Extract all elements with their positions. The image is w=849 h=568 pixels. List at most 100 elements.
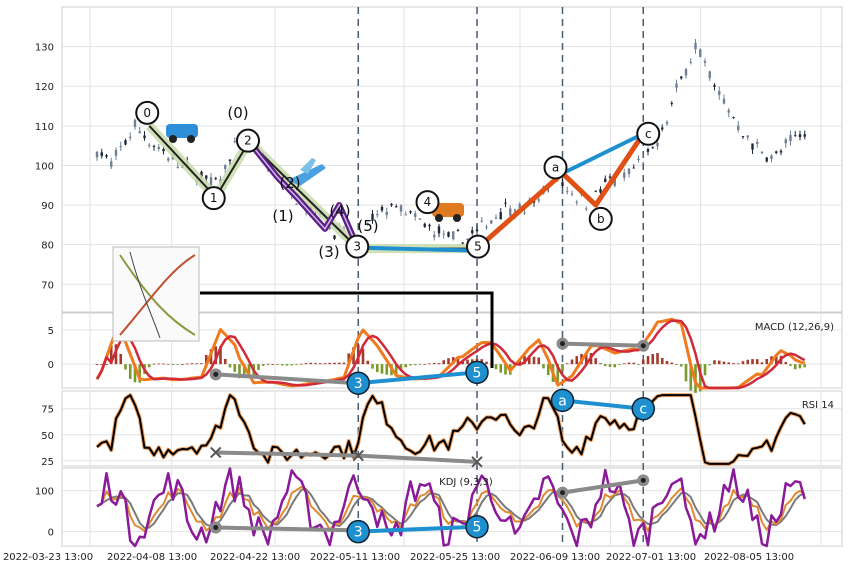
- candle-body: [509, 208, 512, 216]
- candle-body: [675, 83, 678, 88]
- candle-body: [95, 151, 99, 158]
- macd-histogram-bar: [798, 364, 802, 369]
- x-tick-label: 2022-07-01 13:00: [606, 552, 696, 563]
- macd-histogram-bar: [651, 354, 655, 365]
- candle-body: [665, 121, 669, 124]
- macd-histogram-bar: [584, 352, 588, 365]
- macd-histogram-bar: [432, 363, 436, 365]
- candle-body: [803, 134, 806, 137]
- candle-body: [646, 149, 650, 152]
- macd-line: [95, 317, 806, 390]
- macd-histogram-bar: [727, 362, 731, 365]
- macd-histogram-bar: [637, 364, 640, 365]
- macd-blue-divergence-badge-label: 5: [473, 365, 482, 381]
- price-panel-frame: [61, 6, 843, 313]
- macd-histogram-bar: [542, 364, 545, 369]
- kdj-blue-divergence-badge-label: 3: [354, 525, 363, 541]
- macd-grey-divergence: [215, 372, 359, 386]
- macd-histogram-bar: [504, 364, 507, 375]
- macd-histogram-bar: [656, 353, 659, 365]
- macd-histogram-bar: [784, 362, 788, 365]
- macd-histogram-bar: [119, 353, 123, 365]
- candle-body: [680, 76, 683, 79]
- candle-body: [224, 164, 227, 169]
- scooter-icon: [432, 203, 464, 217]
- macd-histogram-bar: [599, 363, 602, 365]
- candle-body: [114, 149, 118, 156]
- y-tick-label: 25: [41, 457, 54, 468]
- candle-body: [148, 144, 151, 146]
- candle-body: [684, 69, 688, 76]
- macd-histogram-bar: [257, 364, 260, 371]
- macd-histogram-bar: [755, 359, 759, 365]
- candle-body: [699, 49, 702, 58]
- inset-curve: [119, 254, 196, 336]
- kdj-panel-frame: [61, 467, 843, 547]
- macd-histogram-bar: [423, 363, 427, 365]
- macd-histogram-bar: [114, 344, 118, 365]
- y-tick-label: 110: [35, 122, 54, 133]
- macd-histogram-bar: [499, 364, 503, 373]
- y-tick-label: 90: [41, 201, 54, 212]
- wave-1-label: 1: [210, 191, 218, 205]
- wave-a-circle: [543, 155, 568, 180]
- candle-body: [461, 242, 464, 244]
- candle-body: [385, 211, 388, 216]
- candle-body: [537, 199, 540, 201]
- x-tick-label: 2022-06-09 13:00: [510, 552, 600, 563]
- kdj-blue-divergence-badge: [465, 514, 489, 539]
- candle-body: [110, 161, 113, 167]
- x-tick-label: 2022-05-25 13:00: [410, 552, 500, 563]
- candle-body: [395, 206, 398, 208]
- candle-body: [209, 177, 213, 186]
- macd-histogram-bar: [437, 363, 441, 365]
- x-tick-label: 2022-04-22 13:00: [210, 552, 300, 563]
- candle-body: [661, 127, 664, 130]
- macd-histogram-bar: [371, 364, 374, 369]
- macd-histogram-bar: [233, 364, 237, 372]
- macd-histogram-bar: [523, 355, 526, 365]
- macd-histogram-bar: [342, 362, 346, 365]
- candle-body: [404, 214, 407, 216]
- wheel: [435, 214, 443, 222]
- macd-histogram-bar: [675, 364, 678, 366]
- macd-histogram-bar: [285, 364, 289, 366]
- candle-body: [566, 191, 569, 193]
- candle-body: [157, 146, 160, 149]
- candle-body: [456, 229, 460, 231]
- wave-3-label: 3: [353, 240, 361, 254]
- candle-body: [770, 155, 773, 160]
- candle-body: [143, 135, 146, 139]
- y-tick-label: 100: [35, 487, 54, 498]
- blue-trend-line: [561, 131, 645, 176]
- macd-histogram-bar: [684, 364, 688, 382]
- macd-blue-divergence: [358, 370, 478, 386]
- macd-histogram-bar: [328, 362, 332, 365]
- macd-histogram-bar: [679, 364, 683, 367]
- kdj-grey-divergence-dot-center: [213, 525, 219, 531]
- wave-c-label: c: [645, 127, 652, 141]
- candle-body: [585, 208, 588, 210]
- x-tick-label: 2022-03-23 13:00: [3, 552, 93, 563]
- macd-histogram-bar: [418, 364, 422, 365]
- macd-histogram-bar: [409, 364, 412, 366]
- candle-body: [133, 119, 137, 127]
- degree-label: (5): [357, 217, 378, 235]
- candle-body: [452, 231, 455, 240]
- macd-histogram-bar: [618, 364, 621, 365]
- x-tick-label: 2022-08-05 13:00: [704, 552, 794, 563]
- blue-trend-line: [358, 245, 478, 253]
- candle-body: [751, 143, 754, 150]
- macd-histogram-bar: [447, 358, 450, 365]
- macd-histogram-bar: [641, 359, 645, 365]
- macd-histogram-bar: [594, 358, 598, 365]
- candle-body: [689, 61, 692, 63]
- candle-body: [138, 131, 141, 134]
- wheel: [453, 214, 461, 222]
- macd-histogram-bar: [247, 364, 251, 378]
- kdj-k-line: [96, 486, 806, 533]
- macd-histogram-bar: [366, 360, 370, 365]
- candle-body: [613, 177, 616, 186]
- subwave-line: [248, 141, 359, 249]
